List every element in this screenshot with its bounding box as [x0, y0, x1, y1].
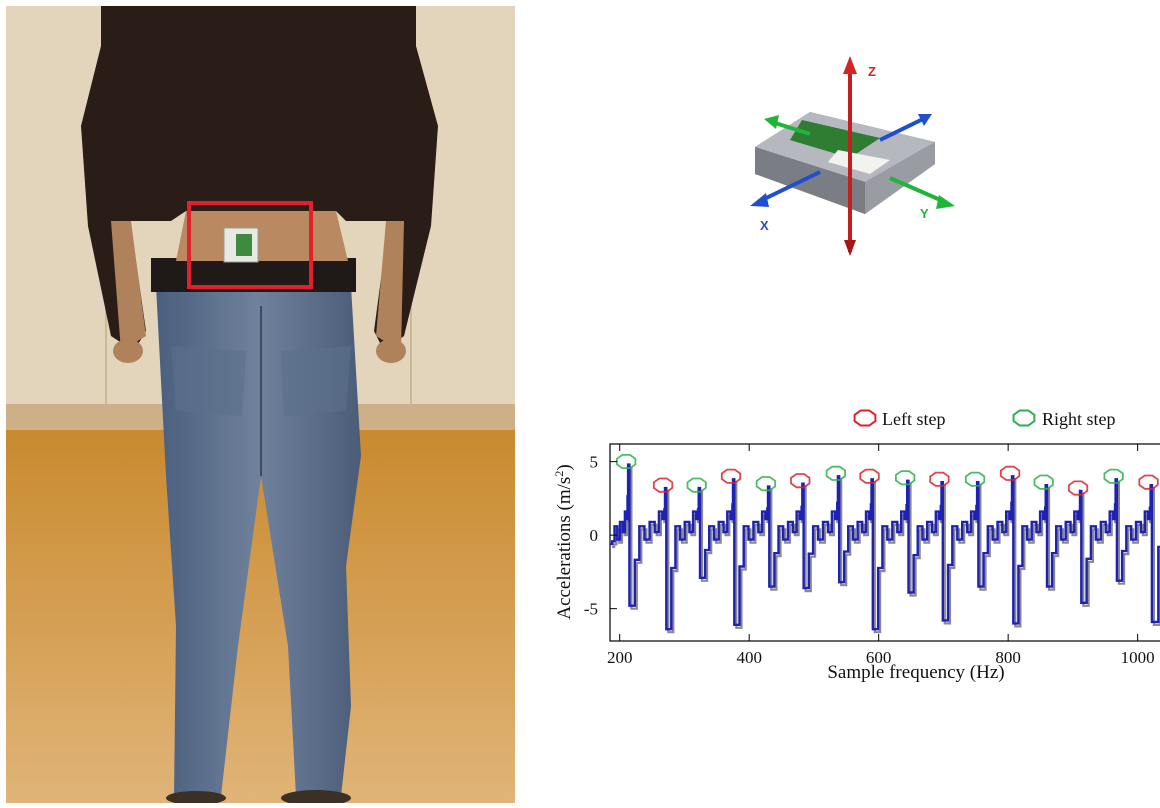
- step-marker-right: [686, 477, 707, 493]
- y-tick-label: 5: [590, 453, 599, 472]
- step-marker-right: [616, 454, 637, 470]
- step-marker-left: [999, 465, 1021, 481]
- step-marker-right: [894, 470, 916, 486]
- x-axis-title: Sample frequency (Hz): [827, 662, 1004, 683]
- y-tick-label: -5: [584, 600, 598, 619]
- legend: Left step Right step: [853, 409, 1116, 429]
- walking-subject-photo: [6, 6, 515, 803]
- device-svg: Z X Y: [750, 56, 955, 256]
- legend-label-left-step: Left step: [882, 409, 945, 429]
- step-marker-left: [790, 473, 811, 489]
- photo-illustration: [6, 6, 515, 803]
- step-marker-right: [1103, 468, 1124, 484]
- step-marker-right: [964, 471, 986, 487]
- x-axis-label: X: [760, 218, 769, 233]
- x-axis-arrow: [750, 193, 769, 207]
- legend-label-right-step: Right step: [1042, 409, 1116, 429]
- step-marker-left: [1067, 480, 1089, 496]
- acceleration-series-primary: [610, 463, 1160, 631]
- step-markers: [616, 454, 1159, 496]
- z-axis-arrow: [843, 56, 857, 74]
- step-marker-left: [652, 477, 674, 493]
- y-tick-label: 0: [590, 526, 599, 545]
- legend-marker-left-step: [853, 409, 877, 427]
- y-axis-label: Y: [920, 206, 929, 221]
- x-tick-label: 400: [736, 648, 762, 667]
- x-tick-label: 200: [607, 648, 633, 667]
- acceleration-series-secondary: [612, 466, 1160, 634]
- plot-frame: [609, 443, 1160, 642]
- chart-svg: Left step Right step 200 400 600 800 1000 -5 0…: [552, 409, 1160, 683]
- y-axis-title: Accelerations (m/s2): [552, 464, 575, 619]
- acceleration-chart: Left step Right step 200 400 600 800 1000 -5 0…: [540, 400, 1160, 803]
- sensor-highlight-box: [187, 201, 313, 289]
- z-axis-label: Z: [868, 64, 876, 79]
- x-tick-label: 600: [866, 648, 892, 667]
- axis-ticks: 200 400 600 800 1000 -5 0 5: [584, 444, 1155, 667]
- step-marker-right: [755, 476, 777, 492]
- step-marker-left: [720, 468, 742, 484]
- x-tick-label: 1000: [1121, 648, 1155, 667]
- step-marker-left: [859, 468, 880, 484]
- y-axis-arrow: [936, 195, 955, 209]
- step-marker-left: [1138, 474, 1159, 490]
- step-marker-right: [825, 465, 847, 481]
- step-marker-right: [1033, 474, 1054, 490]
- sensor-device-diagram: Z X Y: [740, 52, 970, 262]
- data-layer: [610, 463, 1160, 634]
- step-marker-left: [929, 471, 950, 487]
- legend-marker-right-step: [1012, 409, 1036, 427]
- x-tick-label: 800: [995, 648, 1021, 667]
